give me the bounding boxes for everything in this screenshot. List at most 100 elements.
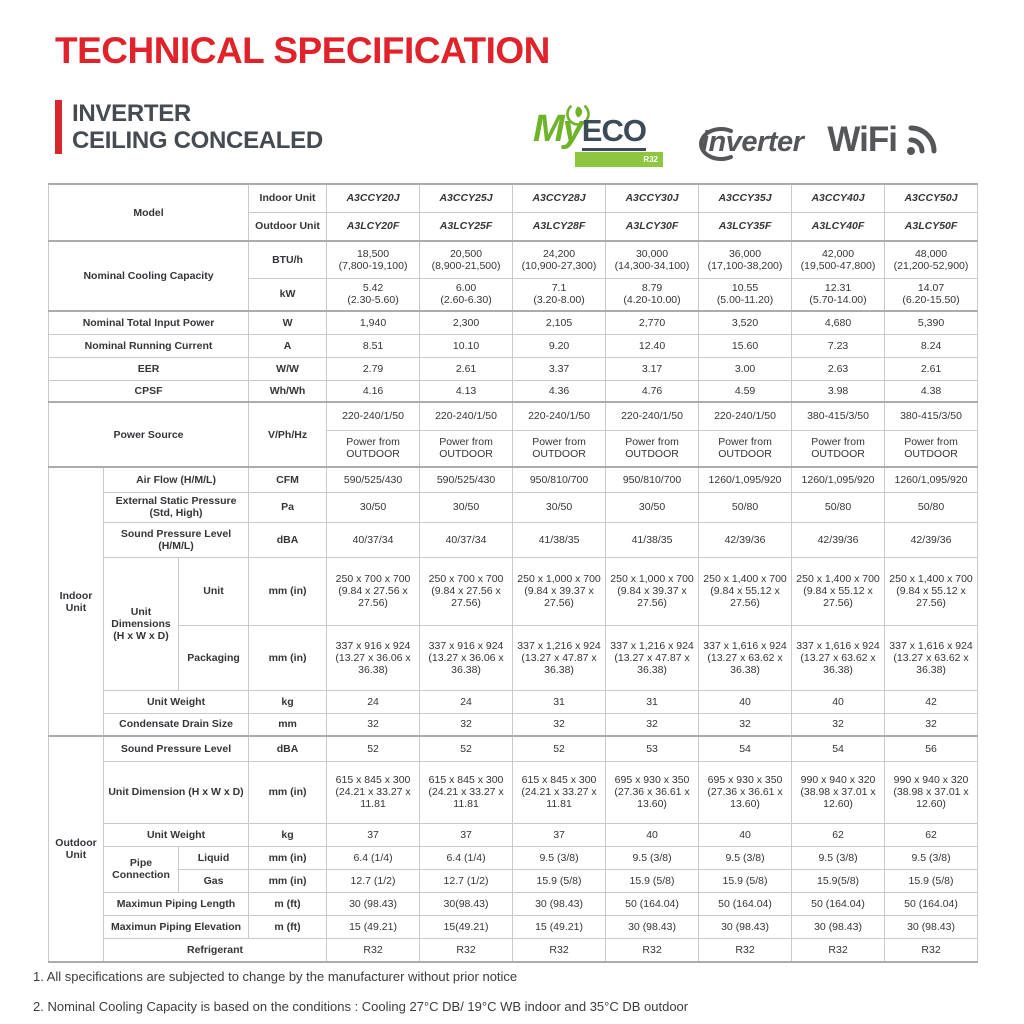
outdoor-unit-header-cell: Outdoor Unit	[248, 211, 328, 242]
table-row-esp: External Static Pressure (Std, High) Pa …	[49, 491, 979, 523]
value-cell: 615 x 845 x 300 (24.21 x 33.27 x 11.81	[419, 760, 514, 824]
value-cell: 30 (98.43)	[698, 914, 793, 939]
value-cell: 220-240/1/50	[698, 401, 793, 431]
value-cell: 40/37/34	[419, 521, 514, 558]
value-cell: 1260/1,095/920	[791, 466, 886, 493]
value-cell: 37	[512, 822, 607, 847]
table-row-eer: EER W/W 2.79 2.61 3.37 3.17 3.00 2.63 2.61	[47, 356, 979, 381]
value-cell: R32	[326, 937, 421, 963]
indoor-unit-group-label: Indoor Unit	[48, 466, 104, 737]
value-cell: 15 (49.21)	[512, 914, 607, 939]
row-label: Sound Pressure Level	[102, 735, 250, 762]
outdoor-model-cell: A3LCY28F	[512, 211, 607, 242]
value-cell: 50/80	[791, 491, 886, 523]
value-cell: Power from OUTDOOR	[791, 429, 886, 468]
value-cell: 337 x 1,616 x 924 (13.27 x 63.62 x 36.38…	[791, 624, 886, 691]
value-cell: 52	[419, 735, 514, 762]
row-label: Maximun Piping Length	[102, 891, 250, 916]
value-cell: 32	[512, 712, 607, 737]
value-cell: 590/525/430	[419, 466, 514, 493]
value-cell: 36,000 (17,100-38,200)	[698, 240, 793, 279]
value-cell: 4.36	[512, 379, 607, 403]
value-cell: 52	[326, 735, 421, 762]
unit-label: mm (in)	[248, 760, 328, 824]
value-cell: 37	[419, 822, 514, 847]
value-cell: 50/80	[698, 491, 793, 523]
value-cell: 337 x 916 x 924 (13.27 x 36.06 x 36.38)	[326, 624, 421, 691]
value-cell: 15(49.21)	[419, 914, 514, 939]
value-cell: 30/50	[326, 491, 421, 523]
value-cell: 9.5 (3/8)	[698, 845, 793, 870]
table-row-air-flow: Indoor Unit Air Flow (H/M/L) CFM 590/525…	[48, 466, 979, 737]
unit-label: CFM	[248, 466, 328, 493]
value-cell: 12.40	[605, 333, 700, 358]
value-cell: R32	[512, 937, 607, 963]
value-cell: 337 x 1,216 x 924 (13.27 x 47.87 x 36.38…	[605, 624, 700, 691]
row-label: External Static Pressure (Std, High)	[102, 491, 250, 523]
value-cell: 9.5 (3/8)	[512, 845, 607, 870]
table-row-pipe-liquid: Pipe Connection Liquid mm (in) 6.4 (1/4)…	[49, 845, 979, 893]
table-row-input-power: Nominal Total Input Power W 1,940 2,300 2,…	[47, 310, 979, 335]
value-cell: 31	[512, 689, 607, 714]
outdoor-model-cell: A3LCY20F	[326, 211, 421, 242]
value-cell: 380-415/3/50	[884, 401, 979, 431]
indoor-unit-header-cell: Indoor Unit	[248, 183, 328, 213]
value-cell: 337 x 1,616 x 924 (13.27 x 63.62 x 36.38…	[884, 624, 979, 691]
value-cell: 250 x 700 x 700 (9.84 x 27.56 x 27.56)	[419, 556, 514, 626]
value-cell: 7.1 (3.20-8.00)	[512, 277, 607, 312]
value-cell: 695 x 930 x 350 (27.36 x 36.61 x 13.60)	[698, 760, 793, 824]
value-cell: 380-415/3/50	[791, 401, 886, 431]
value-cell: 14.07 (6.20-15.50)	[884, 277, 979, 312]
value-cell: 20,500 (8,900-21,500)	[419, 240, 514, 279]
value-cell: 32	[884, 712, 979, 737]
row-label: Condensate Drain Size	[102, 712, 250, 737]
value-cell: 15.9 (5/8)	[605, 868, 700, 893]
value-cell: 250 x 1,400 x 700 (9.84 x 55.12 x 27.56)	[791, 556, 886, 626]
leaf-icon	[566, 102, 590, 126]
value-cell: 337 x 1,216 x 924 (13.27 x 47.87 x 36.38…	[512, 624, 607, 691]
value-cell: 54	[791, 735, 886, 762]
value-cell: R32	[419, 937, 514, 963]
table-row-indoor-dims-packaging: Packaging mm (in) 337 x 916 x 924 (13.27…	[49, 624, 979, 691]
unit-label: kW	[248, 277, 328, 312]
value-cell: 62	[884, 822, 979, 847]
table-row-outdoor-dims: Unit Dimension (H x W x D) mm (in) 615 x…	[49, 760, 979, 824]
row-label: Maximun Piping Elevation	[102, 914, 250, 939]
section-heading-line2: CEILING CONCEALED	[72, 127, 323, 155]
table-row-refrigerant: Refrigerant R32 R32 R32 R32 R32 R32 R32	[49, 937, 979, 963]
unit-label: V/Ph/Hz	[248, 401, 328, 468]
value-cell: 15.9 (5/8)	[512, 868, 607, 893]
value-cell: 4.76	[605, 379, 700, 403]
value-cell: 220-240/1/50	[605, 401, 700, 431]
value-cell: 3,520	[698, 310, 793, 335]
value-cell: 37	[326, 822, 421, 847]
value-cell: 30/50	[512, 491, 607, 523]
value-cell: 1260/1,095/920	[698, 466, 793, 493]
value-cell: 42/39/36	[698, 521, 793, 558]
value-cell: 950/810/700	[605, 466, 700, 493]
value-cell: 18,500 (7,800-19,100)	[326, 240, 421, 279]
table-row-pipe-gas: Gas mm (in) 12.7 (1/2) 12.7 (1/2) 15.9 (5/…	[49, 868, 979, 893]
value-cell: 30(98.43)	[419, 891, 514, 916]
value-cell: 250 x 1,400 x 700 (9.84 x 55.12 x 27.56)	[698, 556, 793, 626]
value-cell: 990 x 940 x 320 (38.98 x 37.01 x 12.60)	[884, 760, 979, 824]
value-cell: 30 (98.43)	[512, 891, 607, 916]
value-cell: 40	[605, 822, 700, 847]
row-label: Unit Weight	[102, 822, 250, 847]
value-cell: 40	[698, 822, 793, 847]
value-cell: 42	[884, 689, 979, 714]
unit-label: A	[248, 333, 328, 358]
red-accent-bar	[55, 100, 62, 155]
value-cell: 24	[326, 689, 421, 714]
value-cell: 3.00	[698, 356, 793, 381]
value-cell: Power from OUTDOOR	[419, 429, 514, 468]
value-cell: 2.79	[326, 356, 421, 381]
value-cell: 42/39/36	[791, 521, 886, 558]
value-cell: 615 x 845 x 300 (24.21 x 33.27 x 11.81	[326, 760, 421, 824]
row-label: Power Source	[47, 401, 250, 468]
table-row-cooling-btu: Nominal Cooling Capacity BTU/h 18,500 (7…	[47, 240, 979, 312]
value-cell: 15 (49.21)	[326, 914, 421, 939]
value-cell: 7.23	[791, 333, 886, 358]
value-cell: 250 x 700 x 700 (9.84 x 27.56 x 27.56)	[326, 556, 421, 626]
value-cell: 8.79 (4.20-10.00)	[605, 277, 700, 312]
